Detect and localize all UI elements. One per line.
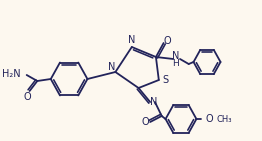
Text: O: O [164,36,171,46]
Text: H: H [172,59,179,68]
Text: N: N [108,62,115,72]
Text: CH₃: CH₃ [217,114,232,124]
Text: N: N [150,97,158,107]
Text: O: O [141,117,149,127]
Text: N: N [128,35,135,45]
Text: N: N [172,51,179,61]
Text: S: S [162,75,169,85]
Text: O: O [24,92,31,102]
Text: H₂N: H₂N [2,69,21,79]
Text: O: O [205,114,213,124]
